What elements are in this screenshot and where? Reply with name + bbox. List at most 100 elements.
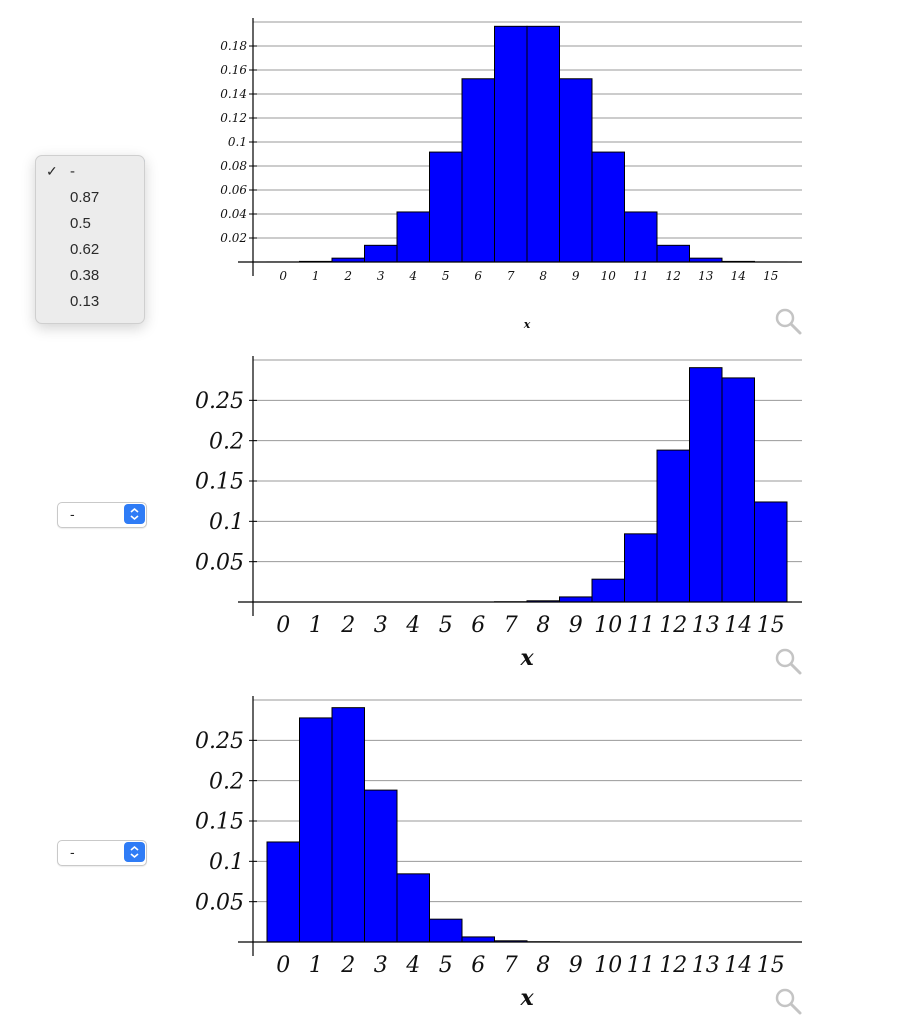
bar-7 [494, 25, 528, 263]
x-tick-label: 11 [627, 613, 655, 638]
bar-10 [591, 578, 625, 603]
bar-4 [396, 211, 430, 263]
y-tick-label: 0.25 [195, 729, 244, 754]
y-tick-label: 0.1 [228, 135, 247, 149]
y-tick-label: 0.05 [195, 890, 244, 915]
x-axis-title: x [519, 985, 534, 1011]
menu-item[interactable]: 0.5 [36, 212, 144, 238]
x-tick-label: 13 [692, 613, 720, 638]
x-tick-label: 0 [276, 613, 290, 638]
y-tick-label: 0.2 [209, 769, 244, 794]
x-tick-label: 5 [439, 613, 453, 638]
x-tick-label: 6 [471, 953, 485, 978]
chart-panel-1: 0.02 0.04 0.06 0.08 0.1 0.12 0.14 0.16 0.18 0 1 2 3 4… [0, 0, 901, 340]
bar-3 [364, 789, 398, 943]
x-tick-label: 11 [633, 269, 648, 283]
menu-item[interactable]: 0.87 [36, 186, 144, 212]
x-axis-title: x [523, 318, 531, 331]
x-tick-label: 11 [627, 953, 655, 978]
bar-2 [331, 707, 365, 943]
bar-6 [461, 78, 495, 263]
select-value: - [70, 506, 75, 522]
menu-item-label: 0.5 [70, 215, 91, 232]
menu-item-label: 0.13 [70, 293, 100, 310]
x-axis-title: x [519, 645, 534, 671]
zoom-magnifier-icon[interactable] [773, 646, 803, 676]
menu-item-label: 0.38 [70, 267, 100, 284]
bar-1 [299, 717, 333, 943]
y-tick-label: 0.2 [209, 429, 244, 454]
select-value: - [70, 844, 75, 860]
bar-5 [429, 918, 463, 943]
x-tick-label: 10 [594, 953, 622, 978]
x-tick-label: 9 [569, 953, 583, 978]
y-tick-label: 0.14 [220, 87, 247, 101]
bar-10 [591, 151, 625, 263]
bar-12 [656, 449, 690, 603]
y-tick-label: 0.18 [220, 39, 247, 53]
menu-item[interactable]: 0.62 [36, 238, 144, 264]
histogram-1: 0.020.040.060.080.10.120.140.160.180 1 2 3 4… [220, 18, 802, 331]
x-tick-label: 8 [539, 269, 547, 283]
zoom-magnifier-icon[interactable] [773, 986, 803, 1016]
parameter-select-2[interactable]: - [57, 502, 147, 528]
bar-9 [559, 78, 593, 263]
x-tick-label: 10 [594, 613, 622, 638]
zoom-magnifier-icon[interactable] [773, 306, 803, 336]
x-tick-label: 10 [601, 269, 617, 283]
menu-item-label: 0.62 [70, 241, 100, 258]
bar-11 [624, 533, 658, 603]
x-tick-label: 15 [763, 269, 778, 283]
x-tick-label: 12 [659, 953, 687, 978]
bar-5 [429, 151, 463, 263]
x-tick-label: 5 [442, 269, 450, 283]
x-tick-label: 2 [340, 953, 355, 978]
x-tick-label: 15 [757, 613, 785, 638]
x-tick-label: 0 [279, 269, 287, 283]
x-tick-label: 1 [309, 613, 323, 638]
x-tick-label: 6 [471, 613, 485, 638]
x-tick-label: 3 [374, 613, 388, 638]
x-tick-label: 3 [377, 269, 385, 283]
bar-6 [461, 936, 495, 943]
x-tick-label: 2 [343, 269, 352, 283]
y-tick-label: 0.08 [220, 159, 247, 173]
x-tick-label: 4 [405, 613, 420, 638]
bar-13 [689, 367, 723, 603]
y-tick-label: 0.05 [195, 550, 244, 575]
parameter-select-1-menu[interactable]: ✓ - 0.87 0.5 0.62 0.38 0.13 [35, 155, 145, 324]
x-tick-label: 1 [312, 269, 320, 283]
bar-9 [559, 596, 593, 603]
bar-8 [526, 25, 560, 263]
y-tick-label: 0.02 [220, 231, 247, 245]
bar-11 [624, 211, 658, 263]
parameter-select-3[interactable]: - [57, 840, 147, 866]
select-stepper-icon [124, 842, 145, 862]
x-tick-label: 7 [504, 613, 518, 638]
x-tick-label: 7 [507, 269, 515, 283]
bar-12 [656, 244, 690, 263]
y-tick-label: 0.06 [220, 183, 247, 197]
y-tick-label: 0.15 [195, 810, 244, 835]
menu-item-label: - [70, 163, 75, 180]
x-tick-label: 9 [572, 269, 580, 283]
x-tick-label: 3 [374, 953, 388, 978]
x-tick-label: 12 [666, 269, 681, 283]
menu-item-label: 0.87 [70, 189, 100, 206]
x-tick-label: 13 [692, 953, 720, 978]
y-tick-label: 0.16 [220, 63, 247, 77]
y-tick-label: 0.1 [209, 510, 244, 535]
menu-item[interactable]: 0.13 [36, 290, 144, 316]
chart-panel-3: 0.05 0.1 0.15 0.2 0.25 0 1 2 3 4 5 6 7 8 9 10 11 12 13 14 15… [0, 680, 901, 1020]
select-stepper-icon [124, 504, 145, 524]
y-tick-label: 0.12 [220, 111, 247, 125]
x-tick-label: 14 [724, 613, 752, 638]
menu-item-selected[interactable]: ✓ - [36, 160, 144, 186]
menu-item[interactable]: 0.38 [36, 264, 144, 290]
x-tick-label: 13 [698, 269, 714, 283]
checkmark-icon: ✓ [46, 163, 58, 179]
y-tick-label: 0.04 [220, 207, 247, 221]
x-tick-label: 4 [405, 953, 420, 978]
histogram-3: 0.050.10.150.20.250 1 2 3 4 5 6 7 8 9 10 11 12 13 14 15… [195, 696, 802, 1011]
x-tick-label: 7 [504, 953, 518, 978]
